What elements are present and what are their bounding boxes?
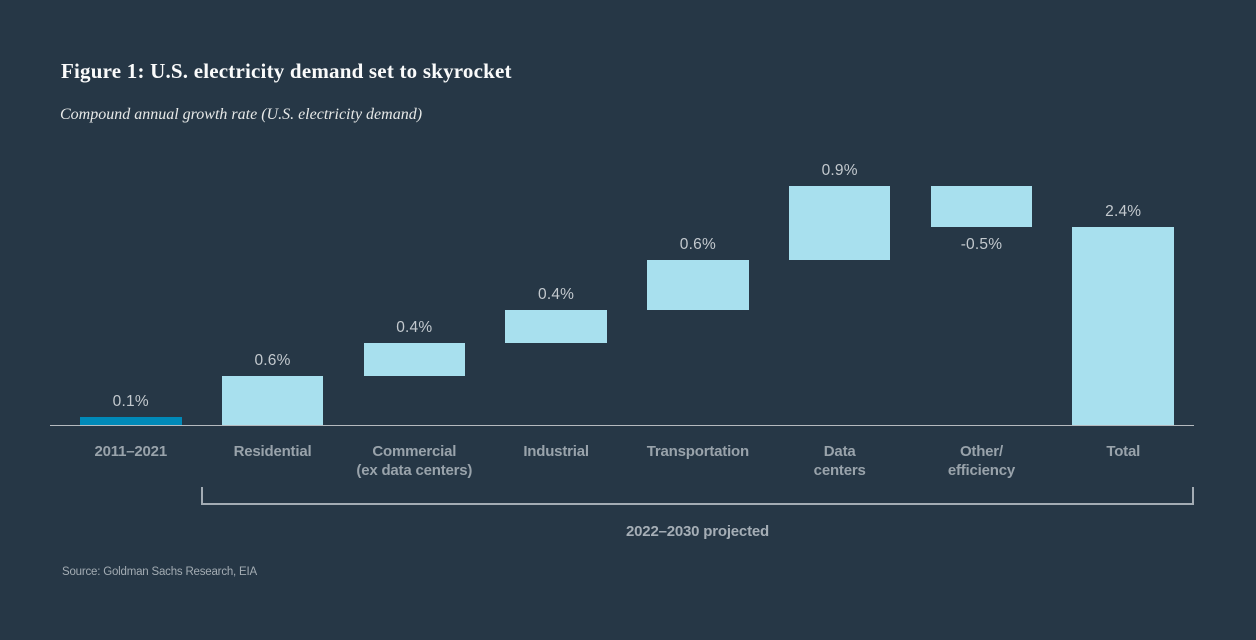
category-label-2011-2021: 2011–2021 xyxy=(94,443,168,460)
figure-title: Figure 1: U.S. electricity demand set to… xyxy=(61,59,512,83)
source-note: Source: Goldman Sachs Research, EIA xyxy=(62,566,257,578)
projected-span-bracket xyxy=(201,487,1194,505)
bar-other-efficiency xyxy=(930,185,1033,227)
value-label-commercial-ex-data-centers: 0.4% xyxy=(396,318,433,336)
waterfall-plot-area: 0.1% 0.6% 0.4% 0.4% 0.6% 0.9% -0.5% 2.4% xyxy=(80,150,1174,425)
category-label-transportation: Transportation xyxy=(646,443,749,460)
category-label-commercial-ex-data-centers: Commercial (ex data centers) xyxy=(356,443,473,479)
x-axis-line xyxy=(50,425,1194,426)
bar-column-residential: 0.6% xyxy=(221,150,324,425)
value-label-total: 2.4% xyxy=(1105,203,1142,220)
figure-subtitle: Compound annual growth rate (U.S. electr… xyxy=(60,106,423,123)
bar-column-industrial: 0.4% xyxy=(505,150,607,425)
value-label-2011-2021: 0.1% xyxy=(112,392,149,410)
bar-commercial-ex-data-centers xyxy=(363,342,466,376)
bar-column-2011-2021: 0.1% xyxy=(80,150,182,425)
bar-column-transportation: 0.6% xyxy=(647,150,749,425)
category-label-other-efficiency: Other/efficiency xyxy=(947,443,1016,479)
bar-residential xyxy=(221,375,324,425)
value-label-transportation: 0.6% xyxy=(679,236,716,253)
value-label-residential: 0.6% xyxy=(254,351,291,369)
x-axis-category-labels: 2011–2021 Residential Commercial (ex data c… xyxy=(80,442,1174,480)
category-label-data-centers: Data centers xyxy=(813,443,866,479)
bar-transportation xyxy=(647,260,749,310)
category-label-residential: Residential xyxy=(233,443,312,460)
value-label-industrial: 0.4% xyxy=(538,285,575,303)
bar-column-other-efficiency: -0.5% xyxy=(930,150,1033,425)
bar-column-total: 2.4% xyxy=(1072,150,1174,425)
category-label-industrial: Industrial xyxy=(523,443,589,460)
category-label-total: Total xyxy=(1106,443,1141,460)
bar-data-centers xyxy=(788,185,891,260)
projected-span-label: 2022–2030 projected xyxy=(626,523,769,540)
bar-industrial xyxy=(505,309,607,343)
bar-2011-2021 xyxy=(80,416,182,425)
value-label-other-efficiency: -0.5% xyxy=(960,236,1003,253)
bar-column-commercial-ex-data-centers: 0.4% xyxy=(363,150,466,425)
value-label-data-centers: 0.9% xyxy=(821,161,858,179)
bar-total xyxy=(1072,227,1174,425)
bar-column-data-centers: 0.9% xyxy=(788,150,891,425)
